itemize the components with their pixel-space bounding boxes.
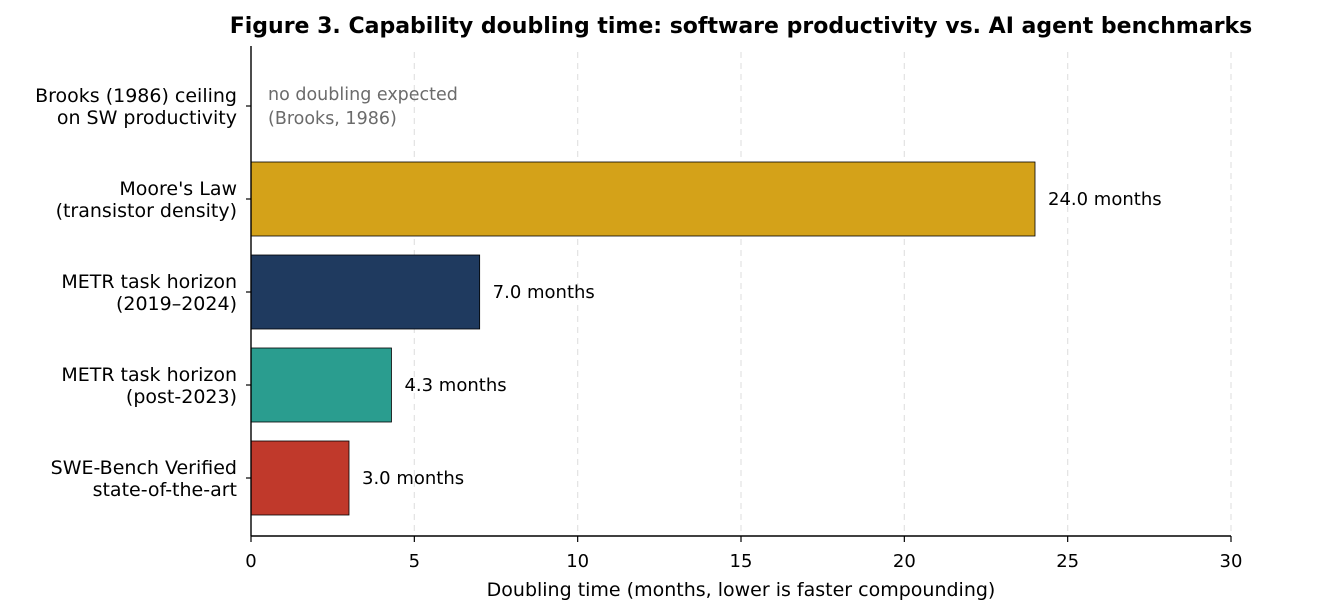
category-label: SWE-Bench Verified (51, 457, 237, 479)
x-tick-label: 0 (245, 551, 256, 572)
category-label: METR task horizon (61, 271, 237, 293)
category-label: METR task horizon (61, 364, 237, 386)
category-label: Moore's Law (119, 178, 237, 200)
x-tick-label: 30 (1220, 551, 1243, 572)
x-tick-label: 15 (730, 551, 753, 572)
value-label: 7.0 months (493, 282, 595, 303)
annotation-note: no doubling expected (268, 85, 458, 105)
category-label: (2019–2024) (116, 293, 237, 315)
value-label: 3.0 months (362, 468, 464, 489)
category-label: (post-2023) (126, 386, 237, 408)
bar (250, 254, 481, 330)
bar (250, 347, 392, 423)
category-label: Brooks (1986) ceiling (35, 85, 237, 107)
annotation-note: (Brooks, 1986) (268, 109, 397, 129)
bar (250, 161, 1036, 237)
category-label: state-of-the-art (93, 479, 237, 501)
bars (250, 161, 1036, 516)
x-tick-label: 10 (566, 551, 589, 572)
chart-title: Figure 3. Capability doubling time: soft… (230, 14, 1253, 39)
category-label: (transistor density) (56, 200, 237, 222)
value-label: 4.3 months (404, 375, 506, 396)
x-axis-label: Doubling time (months, lower is faster c… (487, 579, 996, 601)
x-tick-label: 20 (893, 551, 916, 572)
category-label: on SW productivity (57, 107, 237, 129)
axes (246, 46, 1232, 542)
x-tick-label: 25 (1056, 551, 1079, 572)
value-label: 24.0 months (1048, 189, 1162, 210)
bar (250, 440, 350, 516)
x-tick-label: 5 (409, 551, 420, 572)
